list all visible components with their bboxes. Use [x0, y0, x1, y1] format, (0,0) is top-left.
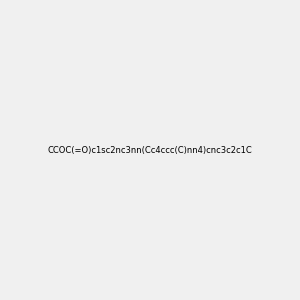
Text: CCOC(=O)c1sc2nc3nn(Cc4ccc(C)nn4)cnc3c2c1C: CCOC(=O)c1sc2nc3nn(Cc4ccc(C)nn4)cnc3c2c1… [48, 146, 252, 154]
